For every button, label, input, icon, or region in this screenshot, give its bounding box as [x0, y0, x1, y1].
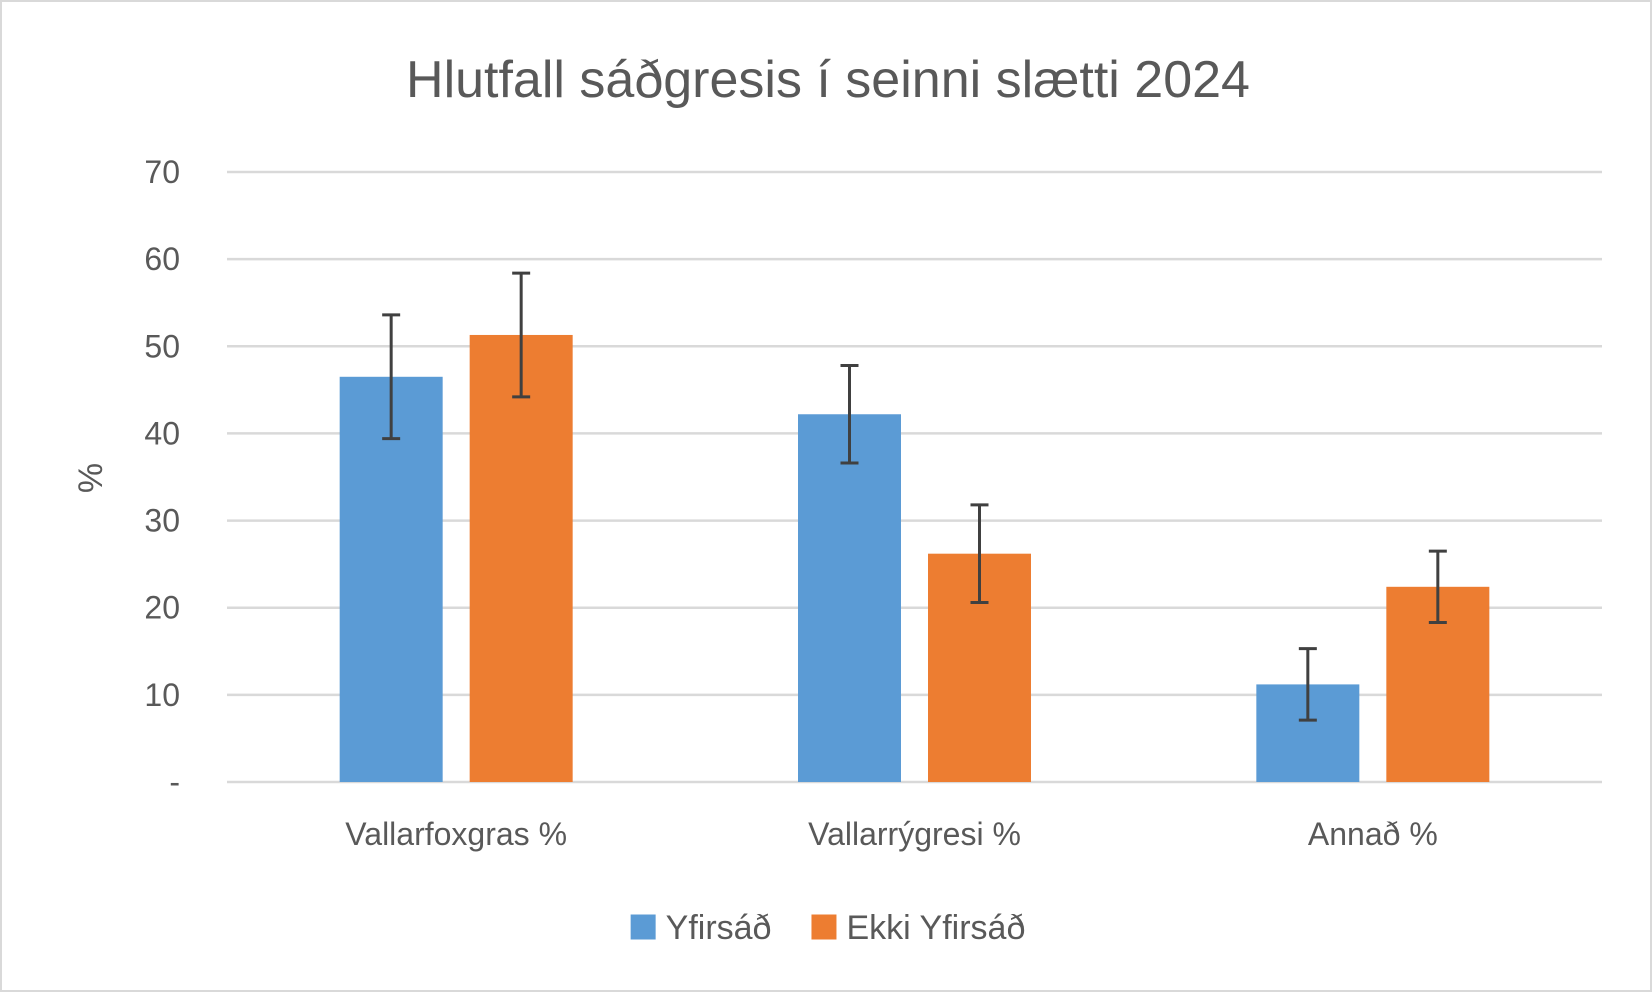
- y-tick-label: 70: [144, 154, 180, 190]
- legend-item: Ekki Yfirsáð: [811, 909, 1025, 947]
- bar: [339, 376, 443, 782]
- error-bars: [382, 271, 1447, 722]
- y-axis-label: %: [72, 463, 110, 493]
- x-tick-label: Vallarrýgresi %: [808, 816, 1021, 852]
- y-tick-label: 10: [144, 677, 180, 713]
- legend-swatch: [811, 914, 837, 940]
- y-tick-label: 50: [144, 328, 180, 364]
- bar: [469, 334, 573, 782]
- legend-label: Yfirsáð: [666, 909, 772, 947]
- legend-label: Ekki Yfirsáð: [846, 909, 1025, 947]
- legend-item: Yfirsáð: [630, 909, 772, 947]
- x-tick-label: Vallarfoxgras %: [345, 816, 567, 852]
- x-tick-label: Annað %: [1308, 816, 1438, 852]
- y-tick-label: -: [169, 764, 180, 800]
- gridlines: [227, 170, 1602, 784]
- y-axis-ticks: - 10 20 30 40 50 60 70: [144, 154, 180, 800]
- legend-swatch: [630, 914, 656, 940]
- bars: [339, 334, 1490, 782]
- y-tick-label: 30: [144, 503, 180, 539]
- y-tick-label: 40: [144, 415, 180, 451]
- y-tick-label: 20: [144, 590, 180, 626]
- chart-title: Hlutfall sáðgresis í seinni slætti 2024: [406, 51, 1250, 109]
- legend: Yfirsáð Ekki Yfirsáð: [630, 909, 1025, 947]
- y-tick-label: 60: [144, 241, 180, 277]
- bar: [798, 414, 901, 782]
- x-axis-ticks: Vallarfoxgras % Vallarrýgresi % Annað %: [345, 816, 1437, 852]
